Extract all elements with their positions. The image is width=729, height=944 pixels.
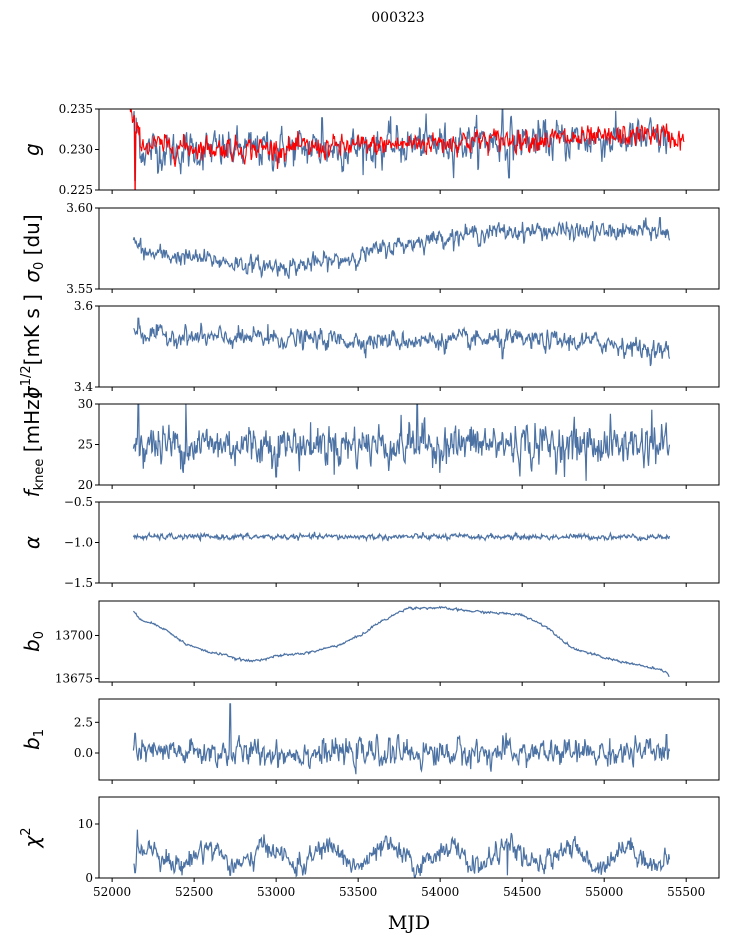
x-tick-label: 52500 <box>175 885 213 899</box>
y-axis-label-b0: b0 <box>20 631 47 652</box>
x-tick-label: 54000 <box>421 885 459 899</box>
panel-g: 0.225 0.230 0.235 g <box>20 102 720 197</box>
y-axis-label-chi2: χ2 <box>19 827 44 848</box>
y-tick-label: 3.55 <box>66 282 93 296</box>
y-tick-label: 13700 <box>55 628 93 642</box>
panel-b0: 13675 13700 b0 <box>20 600 720 686</box>
series-line-alpha-0 <box>132 531 671 543</box>
x-tick-label: 52000 <box>93 885 131 899</box>
axes-frame <box>98 698 720 781</box>
y-axis-label-alpha: α <box>20 536 44 549</box>
y-axis-label-b1: b1 <box>20 729 47 750</box>
x-tick-label: 53000 <box>257 885 295 899</box>
y-tick-label: 3.4 <box>74 380 93 394</box>
x-tick-label: 55000 <box>585 885 623 899</box>
panel-sigma0: 3.55 3.60 σ0 [du] <box>20 201 720 296</box>
y-tick-label: 0.225 <box>59 183 93 197</box>
y-tick-label: 3.60 <box>66 201 93 215</box>
y-tick-label: −0.5 <box>64 495 93 509</box>
axes-frame <box>98 501 720 584</box>
axes-frame <box>98 207 720 290</box>
series-line-fknee-0 <box>132 404 671 481</box>
series-line-b0-0 <box>132 605 670 677</box>
series-line-b1-0 <box>132 703 671 775</box>
axes-frame <box>98 796 720 879</box>
y-tick-label: 10 <box>78 817 93 831</box>
y-tick-label: −1.0 <box>64 536 93 550</box>
series-line-g-0 <box>132 109 670 181</box>
y-tick-label: 3.6 <box>74 299 93 313</box>
y-tick-label: 20 <box>78 478 93 492</box>
series-line-sigma-0 <box>133 317 671 367</box>
y-tick-label: 0.230 <box>59 143 93 157</box>
y-axis-label-sigma: σ1/2[mK s ] <box>19 294 44 399</box>
series-line-sigma0-0 <box>132 217 671 279</box>
axes-frame <box>98 600 720 683</box>
y-axis-label-g: g <box>20 143 44 156</box>
y-axis-label-sigma0: σ0 [du] <box>20 214 47 282</box>
panel-fknee: 20 25 30 fknee [mHz] <box>20 392 720 498</box>
y-tick-label: 0 <box>85 871 93 885</box>
figure-title: 000323 <box>371 10 424 26</box>
y-tick-label: 0.0 <box>74 746 93 760</box>
x-tick-label: 54500 <box>503 885 541 899</box>
panel-alpha: −1.5 −1.0 −0.5 α <box>20 495 720 590</box>
y-tick-label: −1.5 <box>64 576 93 590</box>
series-line-chi2-0 <box>133 829 671 878</box>
y-tick-label: 13675 <box>55 672 93 686</box>
axes-frame <box>98 305 720 388</box>
y-tick-label: 30 <box>78 397 93 411</box>
x-axis-label: MJD <box>388 912 430 934</box>
y-axis-label-fknee: fknee [mHz] <box>20 392 47 498</box>
y-tick-label: 0.235 <box>59 102 93 116</box>
panel-sigma: 3.4 3.6 σ1/2[mK s ] <box>19 294 720 399</box>
y-tick-label: 2.5 <box>74 715 93 729</box>
panel-b1: 0.0 2.5 b1 <box>20 698 720 784</box>
panel-chi2: 0 10 52000 52500 53000 53500 54000 54500 55000 55… <box>19 796 720 899</box>
series-line-g-1 <box>129 109 685 190</box>
y-tick-label: 25 <box>78 438 93 452</box>
x-tick-label: 55500 <box>667 885 705 899</box>
panels-group: 0.225 0.230 0.235 g 3.55 3.60 σ0 [du] 3.4 3.6 σ1/… <box>19 102 720 899</box>
x-tick-label: 53500 <box>339 885 377 899</box>
